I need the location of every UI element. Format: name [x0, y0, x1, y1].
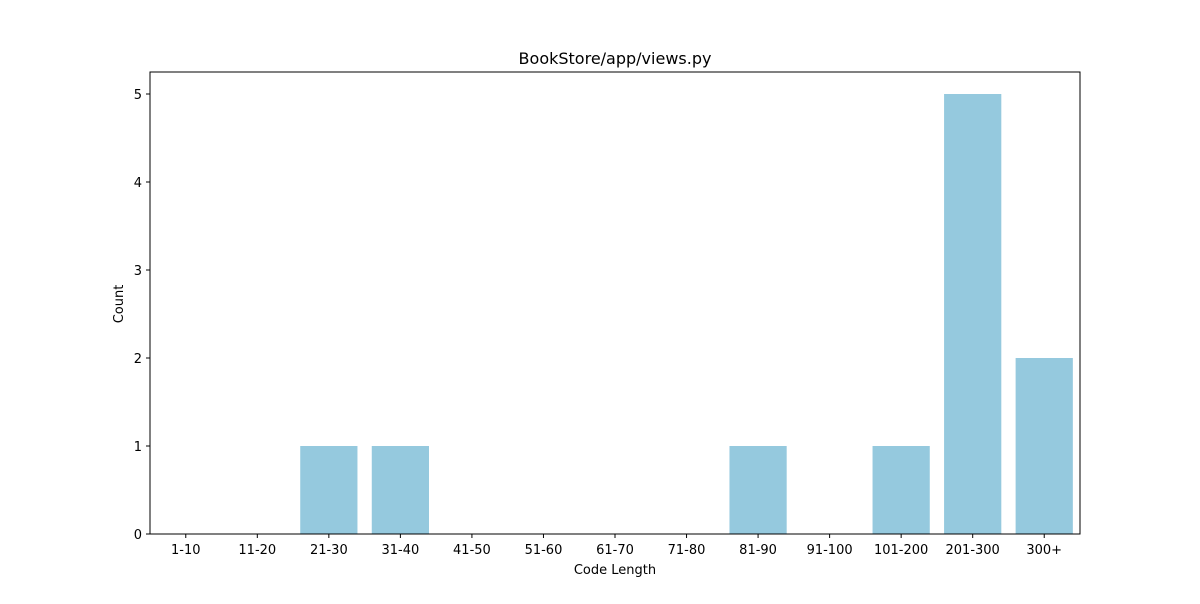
x-tick-label: 201-300 — [946, 543, 1000, 558]
x-tick-label: 11-20 — [238, 543, 276, 558]
y-tick-label: 0 — [134, 528, 142, 543]
x-tick-label: 91-100 — [807, 543, 853, 558]
bar-201-300 — [944, 94, 1002, 534]
y-tick-label: 3 — [134, 264, 142, 279]
x-axis-label: Code Length — [574, 563, 656, 578]
bar-21-30 — [300, 446, 358, 534]
y-tick-label: 2 — [134, 352, 142, 367]
x-tick-label: 1-10 — [171, 543, 201, 558]
x-tick-label: 61-70 — [596, 543, 634, 558]
plot-frame — [149, 71, 1081, 535]
bar-300+ — [1015, 358, 1073, 534]
y-tick-label: 4 — [134, 176, 142, 191]
y-axis-label: Count — [112, 285, 127, 324]
y-axis: 0 1 2 3 4 5 — [134, 88, 150, 543]
y-tick-label: 1 — [134, 440, 142, 455]
bar-101-200 — [872, 446, 930, 534]
x-tick-label: 101-200 — [874, 543, 928, 558]
bars-layer — [300, 94, 1073, 534]
bar-31-40 — [371, 446, 429, 534]
x-tick-label: 41-50 — [453, 543, 491, 558]
x-axis: 1-10 11-20 21-30 31-40 41-50 51-60 61-70 71-80 8… — [171, 534, 1062, 558]
bar-81-90 — [729, 446, 787, 534]
chart-title: BookStore/app/views.py — [519, 49, 712, 68]
x-tick-label: 300+ — [1026, 543, 1062, 558]
y-tick-label: 5 — [134, 88, 142, 103]
x-tick-label: 51-60 — [525, 543, 563, 558]
x-tick-label: 31-40 — [381, 543, 419, 558]
x-tick-label: 71-80 — [668, 543, 706, 558]
x-tick-label: 81-90 — [739, 543, 777, 558]
x-tick-label: 21-30 — [310, 543, 348, 558]
